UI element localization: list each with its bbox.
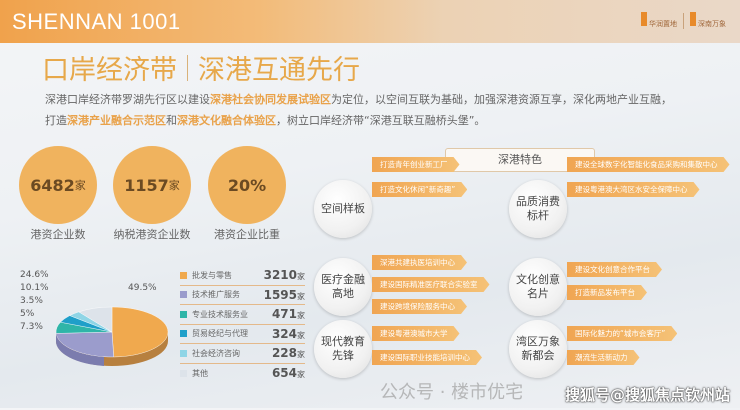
feature-item: 建设全球数字化智能化食品采购和集散中心	[567, 157, 730, 172]
feature-circle: 现代教育先锋	[314, 320, 372, 378]
feature-circle: 品质消费标杆	[509, 180, 567, 238]
feature-circle: 湾区万象新都会	[509, 320, 567, 378]
logo-mixc: 深南万象	[690, 12, 726, 29]
legend-swatch	[180, 291, 187, 299]
feature-item: 建设国际职业技能培训中心	[372, 350, 482, 365]
legend-item: 专业技术服务业 471家	[180, 305, 305, 325]
feature-circle: 空间样板	[314, 180, 372, 238]
feature-item: 潮流生活新动力	[567, 350, 640, 365]
industry-pie-chart	[55, 306, 169, 366]
stat-circle: 1157 家	[113, 146, 191, 224]
legend-item: 批发与零售 3210家	[180, 266, 305, 286]
legend-swatch	[180, 310, 187, 318]
feature-item: 深港共建执医培训中心	[372, 255, 467, 270]
pie-percent-label: 3.5%	[20, 296, 43, 306]
feature-circle: 医疗金融高地	[314, 258, 372, 316]
brand-title: SHENNAN 1001	[12, 9, 181, 34]
stat-label: 纳税港资企业数	[113, 228, 191, 241]
legend-swatch	[180, 369, 187, 377]
feature-item: 国际化魅力的“城市会客厅”	[567, 326, 677, 341]
watermark-sohu: 搜狐号@搜狐焦点钦州站	[565, 386, 731, 404]
pie-side-purple	[55, 332, 104, 366]
legend-swatch	[180, 349, 187, 357]
logos: 华润置地 深南万象	[641, 12, 726, 29]
feature-item: 建设跨境保险服务中心	[372, 299, 467, 314]
feature-item: 打造青年创业新工厂	[372, 157, 460, 172]
watermark-wechat: 公众号 · 楼市优宅	[380, 382, 524, 403]
feature-item: 建设国际精准医疗联合实验室	[372, 277, 490, 292]
logo-crland: 华润置地	[641, 12, 677, 29]
pie-slice	[55, 331, 114, 358]
legend-swatch	[180, 330, 187, 338]
pie-percent-label: 24.6%	[20, 270, 49, 280]
pie-slice	[78, 306, 113, 333]
pie-legend: 批发与零售 3210家 技术推广服务 1595家 专业技术服务业 471家 贸易经纪与代理 3…	[180, 266, 305, 383]
pie-percent-label: 5%	[20, 309, 35, 319]
legend-item: 贸易经纪与代理 324家	[180, 325, 305, 344]
legend-swatch	[180, 271, 187, 279]
legend-item: 技术推广服务 1595家	[180, 286, 305, 305]
header-banner: SHENNAN 1001 华润置地 深南万象	[0, 0, 740, 43]
feature-circle: 文化创意名片	[509, 258, 567, 316]
stat-circle: 20%	[208, 146, 286, 224]
feature-item: 打造新品发布平台	[567, 285, 647, 300]
feature-item: 建设文化创意合作平台	[567, 262, 662, 277]
stat-circle: 6482 家	[19, 146, 97, 224]
pie-percent-label: 10.1%	[20, 283, 49, 293]
feature-item: 建设粤港澳城市大学	[372, 326, 460, 341]
pie-percent-label: 7.3%	[20, 322, 43, 332]
pie-slice	[111, 306, 169, 358]
stat-label: 港资企业数	[30, 228, 86, 241]
page-title: 口岸经济带 深港互通先行	[42, 54, 360, 86]
intro-paragraph: 深港口岸经济带罗湖先行区以建设深港社会协同发展试验区为定位，以空间互联为基础，加…	[45, 93, 672, 127]
legend-item: 其他 654家	[180, 364, 305, 384]
feature-item: 打造文化休闲“新奇趣”	[372, 182, 467, 197]
stat-label: 港资企业比重	[214, 228, 280, 241]
legend-item: 社会经济咨询 228家	[180, 344, 305, 364]
feature-item: 建设粤港澳大湾区水安全保障中心	[567, 182, 700, 197]
pie-percent-label: 49.5%	[128, 283, 157, 293]
